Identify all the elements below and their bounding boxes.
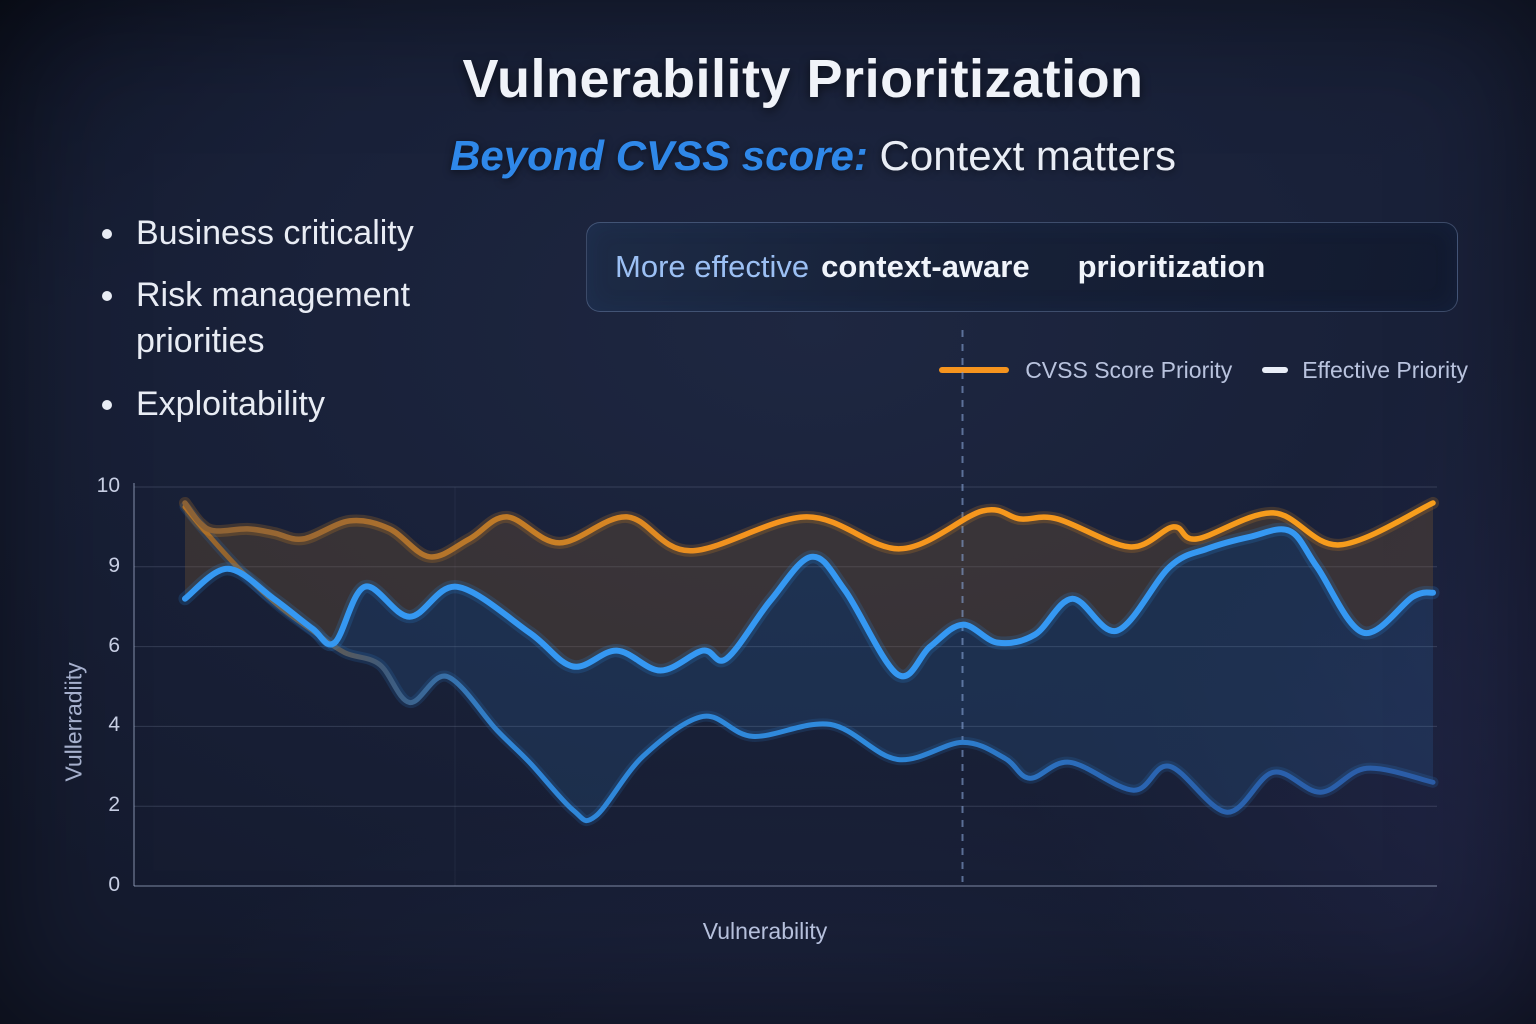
list-item: Exploitability [102, 381, 542, 427]
effective-priority-line [182, 526, 1436, 680]
list-item: Risk management priorities [102, 272, 542, 364]
callout-light-text: More effective [615, 249, 810, 284]
y-tick-label: 4 [108, 713, 120, 737]
callout-bold-text-2: prioritization [1077, 249, 1266, 284]
y-tick-label: 10 [96, 474, 120, 497]
list-item: Business criticality [102, 210, 542, 256]
bullet-text: Risk management priorities [136, 276, 411, 361]
lower-priority-line [182, 504, 1436, 824]
y-axis-label: Vullerradiity [60, 662, 87, 782]
subtitle-emphasis: Beyond CVSS score: [450, 132, 868, 179]
bullet-dot [102, 291, 112, 302]
legend-label-cvss: CVSS Score Priority [1025, 356, 1233, 383]
y-tick-label: 9 [108, 553, 120, 577]
y-tick-label: 2 [108, 793, 120, 817]
legend-swatch-effective [1262, 367, 1289, 373]
subtitle-rest: Context matters [867, 132, 1176, 179]
callout-box: More effective context-aware prioritizat… [586, 222, 1458, 312]
bullet-dot [102, 399, 112, 410]
legend-swatch-cvss [939, 367, 1010, 373]
effective-area-fill [312, 529, 1433, 821]
legend-label-effective: Effective Priority [1302, 356, 1468, 383]
y-tick-label: 6 [108, 633, 120, 657]
page-subtitle: Beyond CVSS score: Context matters [0, 132, 1536, 180]
bullet-text: Business criticality [136, 214, 414, 252]
chart-legend: CVSS Score Priority Effective Priority [939, 356, 1468, 384]
x-axis-label: Vulnerability [702, 918, 828, 944]
cvss-score-priority-line [182, 500, 1436, 560]
bullet-text: Exploitability [136, 384, 325, 423]
y-tick-label: 0 [108, 873, 120, 896]
callout-bold-text-1: context-aware [821, 249, 1030, 284]
bullet-list: Business criticality Risk management pri… [102, 210, 542, 443]
bullet-dot [102, 229, 112, 239]
page-title: Vulnerability Prioritization [462, 49, 1144, 109]
